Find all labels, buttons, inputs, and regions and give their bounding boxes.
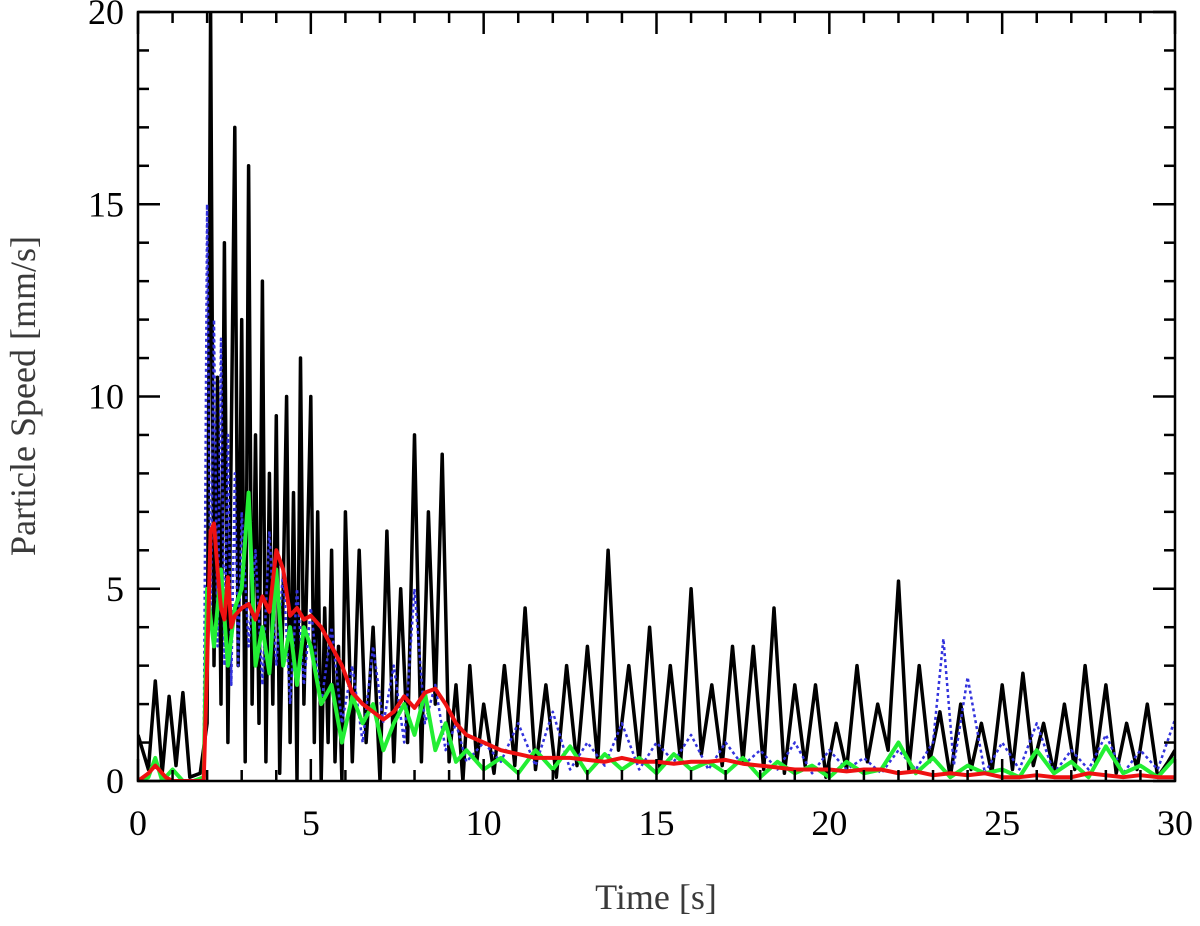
x-axis-title: Time [s]: [595, 877, 717, 917]
y-tick-label: 10: [88, 377, 124, 417]
y-tick-label: 20: [88, 0, 124, 32]
y-tick-label: 0: [106, 761, 124, 801]
plot-frame: [136, 10, 1177, 783]
series-layer: [138, 12, 1175, 781]
x-tick-label: 20: [811, 803, 847, 843]
tick-labels-layer: 0 5 10 15 20 25 30 0 5 10 15 20: [88, 0, 1193, 843]
x-tick-label: 0: [129, 803, 147, 843]
x-tick-label: 30: [1157, 803, 1193, 843]
x-tick-label: 10: [466, 803, 502, 843]
y-tick-label: 5: [106, 569, 124, 609]
series-line-2: [202, 203, 1175, 775]
x-tick-label: 25: [984, 803, 1020, 843]
x-tick-label: 5: [302, 803, 320, 843]
y-axis-title: Particle Speed [mm/s]: [3, 236, 43, 556]
y-tick-label: 15: [88, 184, 124, 224]
x-tick-label: 15: [639, 803, 675, 843]
series-line-4: [138, 521, 1175, 781]
